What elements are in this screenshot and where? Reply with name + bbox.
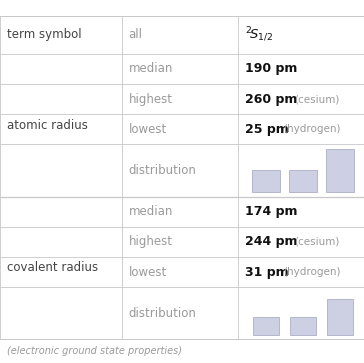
Bar <box>253 317 279 335</box>
Text: 244 pm: 244 pm <box>245 235 297 248</box>
Text: median: median <box>128 62 173 75</box>
Text: (hydrogen): (hydrogen) <box>283 124 341 134</box>
Text: 31 pm: 31 pm <box>245 266 289 279</box>
Bar <box>290 317 316 335</box>
Text: $^{2}\!S_{1/2}$: $^{2}\!S_{1/2}$ <box>245 26 273 44</box>
Bar <box>327 299 353 335</box>
Text: all: all <box>128 29 142 41</box>
Text: (electronic ground state properties): (electronic ground state properties) <box>7 346 182 356</box>
Bar <box>252 170 280 192</box>
Text: 25 pm: 25 pm <box>245 123 289 136</box>
Text: 190 pm: 190 pm <box>245 62 297 75</box>
Bar <box>326 149 355 192</box>
Text: covalent radius: covalent radius <box>7 261 98 274</box>
Text: (cesium): (cesium) <box>294 94 340 104</box>
Text: 260 pm: 260 pm <box>245 93 297 106</box>
Text: term symbol: term symbol <box>7 29 81 41</box>
Text: highest: highest <box>128 235 173 248</box>
Text: median: median <box>128 205 173 218</box>
Text: atomic radius: atomic radius <box>7 119 87 132</box>
Bar <box>289 170 317 192</box>
Text: lowest: lowest <box>128 123 167 136</box>
Text: highest: highest <box>128 93 173 106</box>
Text: lowest: lowest <box>128 266 167 279</box>
Text: 174 pm: 174 pm <box>245 205 297 218</box>
Text: distribution: distribution <box>128 307 196 320</box>
Text: (hydrogen): (hydrogen) <box>283 267 341 277</box>
Text: (cesium): (cesium) <box>294 237 340 247</box>
Text: distribution: distribution <box>128 164 196 177</box>
